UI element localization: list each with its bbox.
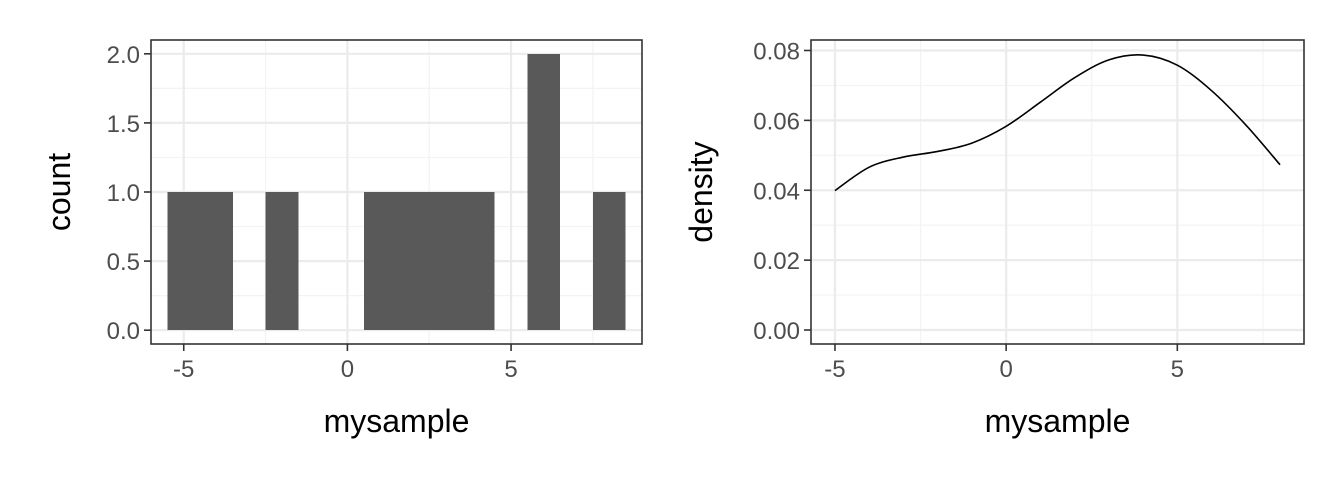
histogram-bar-0 xyxy=(167,192,201,331)
y-tick-label: 0.06 xyxy=(753,108,800,135)
y-tick-label: 0.02 xyxy=(753,248,800,275)
x-tick-label: 0 xyxy=(999,356,1012,383)
y-tick-label: 0.04 xyxy=(753,178,800,205)
y-tick-label: 1.0 xyxy=(107,180,140,207)
y-tick-label: 0.0 xyxy=(107,318,140,345)
x-tick-label: 5 xyxy=(504,356,517,383)
y-tick-label: 1.5 xyxy=(107,111,140,138)
histogram-bar-7 xyxy=(527,53,561,331)
y-tick-label: 0.00 xyxy=(753,318,800,345)
x-tick-label: -5 xyxy=(824,356,845,383)
y-tick-label: 2.0 xyxy=(107,42,140,69)
panel-border xyxy=(810,39,1305,345)
histogram-bar-4 xyxy=(396,192,430,331)
histogram-panel: -5 0 5 0.0 0.5 1.0 1.5 2.0 mysample count xyxy=(41,39,643,439)
panel-background xyxy=(811,40,1304,344)
y-tick-label: 0.08 xyxy=(753,38,800,65)
histogram-bar-5 xyxy=(429,192,462,331)
histogram-bar-8 xyxy=(592,192,626,331)
x-tick-label: 5 xyxy=(1171,356,1184,383)
density-panel: -5 0 5 0.00 0.02 0.04 0.06 0.08 mysample density xyxy=(683,38,1305,439)
histogram-bar-1 xyxy=(200,192,233,331)
x-tick-label: -5 xyxy=(173,356,194,383)
x-tick-label: 0 xyxy=(341,356,354,383)
y-axis-title: count xyxy=(41,153,77,231)
histogram-bar-3 xyxy=(363,192,397,331)
y-tick-label: 0.5 xyxy=(107,249,140,276)
density-line xyxy=(834,54,1281,192)
histogram-bar-6 xyxy=(461,192,495,331)
x-axis-title: mysample xyxy=(324,403,470,439)
y-axis-title: density xyxy=(683,141,719,242)
x-axis-title: mysample xyxy=(985,403,1131,439)
histogram-bar-2 xyxy=(265,192,299,331)
